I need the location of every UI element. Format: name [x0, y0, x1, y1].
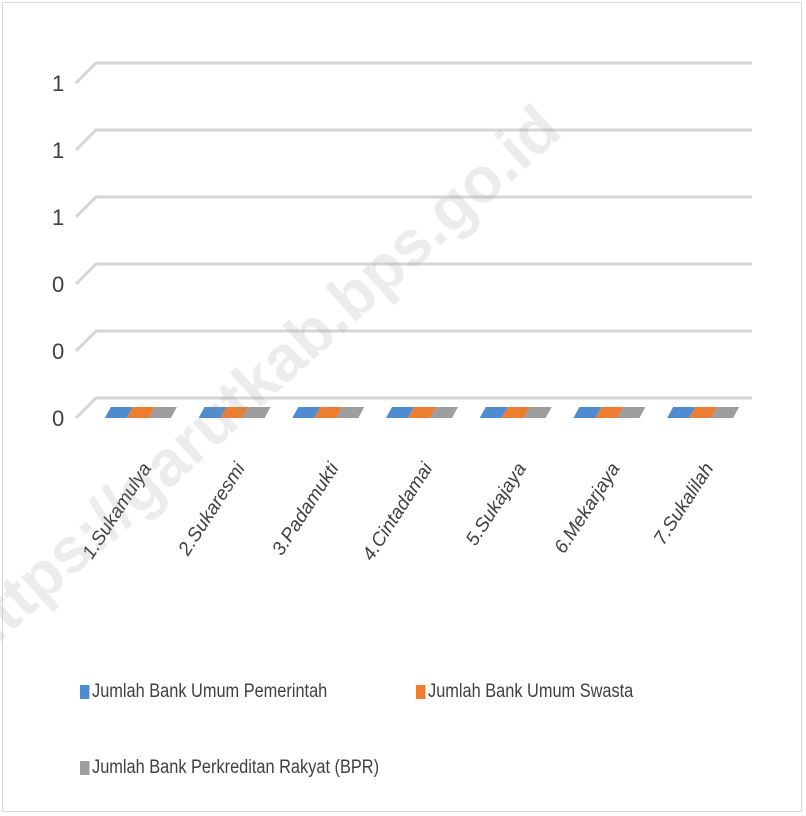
x-tick-label: 6.Mekarjaya	[551, 459, 625, 557]
bar	[104, 407, 133, 418]
bar	[430, 407, 458, 418]
bar	[479, 407, 508, 418]
x-axis-ticks: 1.Sukamulya 2.Sukaresmi 3.Padamukti 4.Cinta…	[79, 459, 719, 565]
legend-swatch-bpr	[80, 761, 90, 775]
y-tick-label: 1	[52, 71, 64, 96]
x-tick-label: 5.Sukajaya	[462, 459, 531, 549]
bar	[573, 407, 602, 418]
bar	[523, 407, 552, 418]
y-tick-label: 1	[52, 138, 64, 163]
bar	[292, 407, 321, 418]
bar	[198, 407, 227, 418]
legend-item-pemerintah: Jumlah Bank Umum Pemerintah	[80, 681, 327, 703]
gridline	[74, 396, 752, 420]
legend-swatch-pemerintah	[80, 685, 90, 699]
bar	[501, 407, 530, 418]
x-tick-label: 7.Sukalilah	[650, 459, 718, 548]
legend-item-bpr: Jumlah Bank Perkreditan Rakyat (BPR)	[80, 757, 379, 779]
bar	[314, 407, 343, 418]
gridline	[74, 128, 752, 152]
bar	[336, 407, 365, 418]
y-axis-ticks: 0 0 0 1 1 1	[52, 71, 64, 431]
bar	[617, 407, 646, 418]
x-tick-label: 2.Sukaresmi	[174, 459, 250, 560]
bar	[595, 407, 624, 418]
legend-label-swasta: Jumlah Bank Umum Swasta	[428, 681, 634, 702]
legend-item-swasta: Jumlah Bank Umum Swasta	[416, 681, 633, 703]
y-tick-label: 1	[52, 205, 64, 230]
x-tick-label: 3.Padamukti	[268, 459, 344, 560]
bar	[148, 407, 177, 418]
bar	[408, 407, 436, 418]
y-tick-label: 0	[52, 406, 64, 431]
gridlines	[74, 61, 752, 420]
gridline	[74, 262, 752, 286]
y-tick-label: 0	[52, 272, 64, 297]
bar	[242, 407, 271, 418]
bar	[689, 407, 718, 418]
bar	[667, 407, 696, 418]
bars	[104, 407, 740, 418]
bar	[220, 407, 249, 418]
y-tick-label: 0	[52, 339, 64, 364]
legend-swatch-swasta	[416, 685, 426, 699]
bar	[386, 407, 414, 418]
gridline	[74, 329, 752, 353]
bar	[711, 407, 740, 418]
gridline	[74, 195, 752, 219]
x-tick-label: 1.Sukamulya	[79, 459, 156, 563]
legend-label-pemerintah: Jumlah Bank Umum Pemerintah	[92, 681, 328, 702]
bar	[126, 407, 155, 418]
legend-label-bpr: Jumlah Bank Perkreditan Rakyat (BPR)	[92, 757, 380, 778]
gridline	[74, 61, 752, 85]
x-tick-label: 4.Cintadamai	[359, 459, 438, 565]
